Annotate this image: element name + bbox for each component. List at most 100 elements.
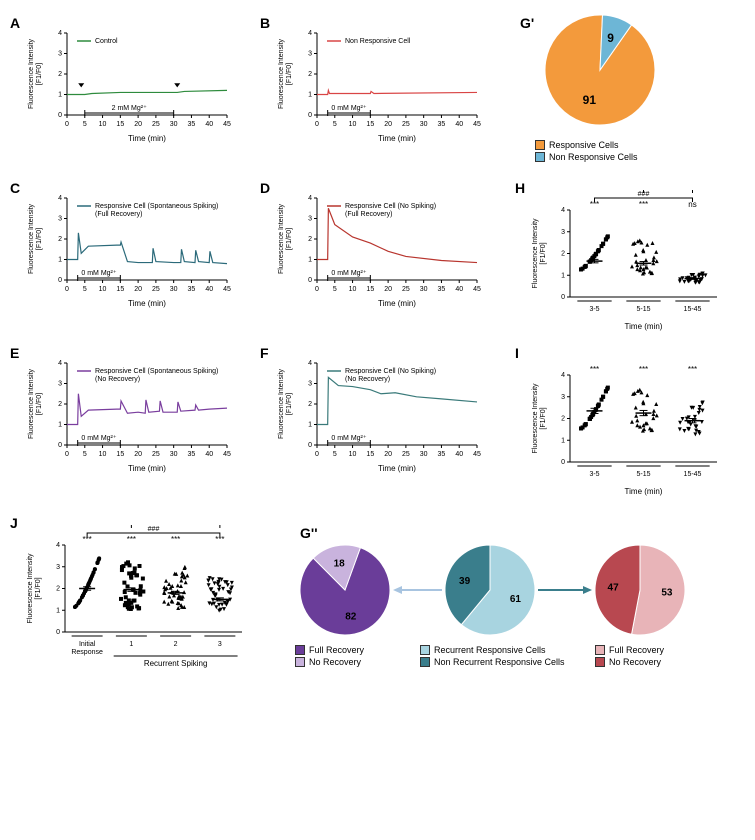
svg-text:61: 61 xyxy=(510,594,522,605)
svg-text:53: 53 xyxy=(661,588,673,599)
svg-text:30: 30 xyxy=(420,121,428,128)
svg-text:Control: Control xyxy=(95,38,118,45)
svg-text:40: 40 xyxy=(205,451,213,458)
svg-text:1: 1 xyxy=(129,641,133,648)
svg-text:10: 10 xyxy=(99,286,107,293)
svg-text:30: 30 xyxy=(420,451,428,458)
svg-text:2: 2 xyxy=(174,641,178,648)
svg-text:3: 3 xyxy=(58,216,62,223)
svg-text:30: 30 xyxy=(170,286,178,293)
svg-text:5: 5 xyxy=(83,451,87,458)
svg-text:1: 1 xyxy=(56,607,60,614)
svg-text:40: 40 xyxy=(455,121,463,128)
svg-text:4: 4 xyxy=(58,195,62,202)
svg-text:0: 0 xyxy=(58,277,62,284)
svg-text:4: 4 xyxy=(308,30,312,37)
svg-text:0: 0 xyxy=(315,451,319,458)
svg-text:0: 0 xyxy=(65,451,69,458)
svg-text:20: 20 xyxy=(384,121,392,128)
svg-text:Responsive Cell (Spontaneous S: Responsive Cell (Spontaneous Spiking)(No… xyxy=(95,368,218,383)
pie-legend-G2-1: Recurrent Responsive CellsNon Recurrent … xyxy=(420,645,565,669)
svg-text:5: 5 xyxy=(333,451,337,458)
svg-text:1: 1 xyxy=(308,92,312,99)
svg-text:5-15: 5-15 xyxy=(636,471,650,478)
svg-text:0 mM Mg²⁺: 0 mM Mg²⁺ xyxy=(331,270,367,277)
svg-text:3-5: 3-5 xyxy=(589,471,599,478)
svg-text:2: 2 xyxy=(56,586,60,593)
svg-text:0: 0 xyxy=(65,286,69,293)
svg-text:3: 3 xyxy=(561,394,565,401)
svg-text:Time (min): Time (min) xyxy=(625,487,663,496)
svg-text:0: 0 xyxy=(56,629,60,636)
svg-text:0: 0 xyxy=(58,442,62,449)
svg-text:3: 3 xyxy=(561,229,565,236)
svg-text:3: 3 xyxy=(58,381,62,388)
svg-text:***: *** xyxy=(127,535,136,544)
svg-text:35: 35 xyxy=(438,286,446,293)
svg-text:Fluorescence Intensity[F1/F0]: Fluorescence Intensity[F1/F0] xyxy=(28,38,43,109)
svg-text:45: 45 xyxy=(223,121,231,128)
svg-text:35: 35 xyxy=(438,121,446,128)
panel-label-B: B xyxy=(260,15,270,31)
svg-text:18: 18 xyxy=(334,559,346,570)
svg-text:35: 35 xyxy=(188,451,196,458)
svg-text:3-5: 3-5 xyxy=(589,306,599,313)
svg-text:20: 20 xyxy=(384,286,392,293)
svg-text:2: 2 xyxy=(561,416,565,423)
svg-text:3: 3 xyxy=(218,641,222,648)
svg-text:4: 4 xyxy=(561,207,565,214)
svg-text:0: 0 xyxy=(315,286,319,293)
svg-text:0 mM Mg²⁺: 0 mM Mg²⁺ xyxy=(81,270,117,277)
svg-text:30: 30 xyxy=(170,121,178,128)
svg-text:###: ### xyxy=(148,526,160,533)
svg-text:0 mM Mg²⁺: 0 mM Mg²⁺ xyxy=(331,435,367,442)
svg-text:4: 4 xyxy=(56,542,60,549)
svg-text:40: 40 xyxy=(455,286,463,293)
svg-text:4: 4 xyxy=(561,372,565,379)
svg-text:Time (min): Time (min) xyxy=(378,299,416,308)
svg-text:5: 5 xyxy=(83,286,87,293)
svg-text:2 mM Mg²⁺: 2 mM Mg²⁺ xyxy=(112,105,148,112)
svg-text:Time (min): Time (min) xyxy=(128,299,166,308)
svg-text:0: 0 xyxy=(308,112,312,119)
svg-text:0: 0 xyxy=(308,442,312,449)
svg-text:3: 3 xyxy=(56,564,60,571)
svg-text:Time (min): Time (min) xyxy=(625,322,663,331)
svg-text:Recurrent Spiking: Recurrent Spiking xyxy=(144,659,208,668)
svg-text:0 mM Mg²⁺: 0 mM Mg²⁺ xyxy=(331,105,367,112)
svg-text:Fluorescence Intensity[F1/F0]: Fluorescence Intensity[F1/F0] xyxy=(532,383,547,454)
scatter-chart-J: 01234Fluorescence Intensity[F1/F0]***Ini… xyxy=(25,525,250,670)
svg-text:0 mM Mg²⁺: 0 mM Mg²⁺ xyxy=(81,435,117,442)
svg-text:39: 39 xyxy=(459,576,471,587)
svg-text:1: 1 xyxy=(58,92,62,99)
svg-text:1: 1 xyxy=(561,272,565,279)
svg-text:25: 25 xyxy=(152,286,160,293)
svg-text:0: 0 xyxy=(561,294,565,301)
svg-text:3: 3 xyxy=(308,51,312,58)
svg-text:Fluorescence Intensity[F1/F0]: Fluorescence Intensity[F1/F0] xyxy=(278,203,293,274)
svg-text:40: 40 xyxy=(205,121,213,128)
svg-text:40: 40 xyxy=(205,286,213,293)
svg-text:1: 1 xyxy=(308,257,312,264)
svg-text:25: 25 xyxy=(152,451,160,458)
svg-text:3: 3 xyxy=(58,51,62,58)
svg-text:0: 0 xyxy=(58,112,62,119)
svg-text:47: 47 xyxy=(608,582,620,593)
svg-text:35: 35 xyxy=(438,451,446,458)
svg-text:Time (min): Time (min) xyxy=(378,464,416,473)
svg-text:0: 0 xyxy=(65,121,69,128)
svg-text:45: 45 xyxy=(473,286,481,293)
svg-text:1: 1 xyxy=(58,422,62,429)
svg-text:5: 5 xyxy=(83,121,87,128)
svg-text:5: 5 xyxy=(333,121,337,128)
scatter-chart-I: 01234Fluorescence Intensity[F1/F0]***3-5… xyxy=(530,355,725,500)
svg-text:Fluorescence Intensity[F1/F0]: Fluorescence Intensity[F1/F0] xyxy=(532,218,547,289)
svg-text:Fluorescence Intensity[F1/F0]: Fluorescence Intensity[F1/F0] xyxy=(28,203,43,274)
svg-text:15: 15 xyxy=(366,286,374,293)
svg-text:15: 15 xyxy=(116,286,124,293)
svg-text:45: 45 xyxy=(223,286,231,293)
svg-text:91: 91 xyxy=(583,93,597,107)
svg-text:Responsive Cell (No Spiking)(F: Responsive Cell (No Spiking)(Full Recove… xyxy=(345,203,436,218)
line-chart-B: 01234051015202530354045Fluorescence Inte… xyxy=(275,25,485,145)
svg-text:5: 5 xyxy=(333,286,337,293)
